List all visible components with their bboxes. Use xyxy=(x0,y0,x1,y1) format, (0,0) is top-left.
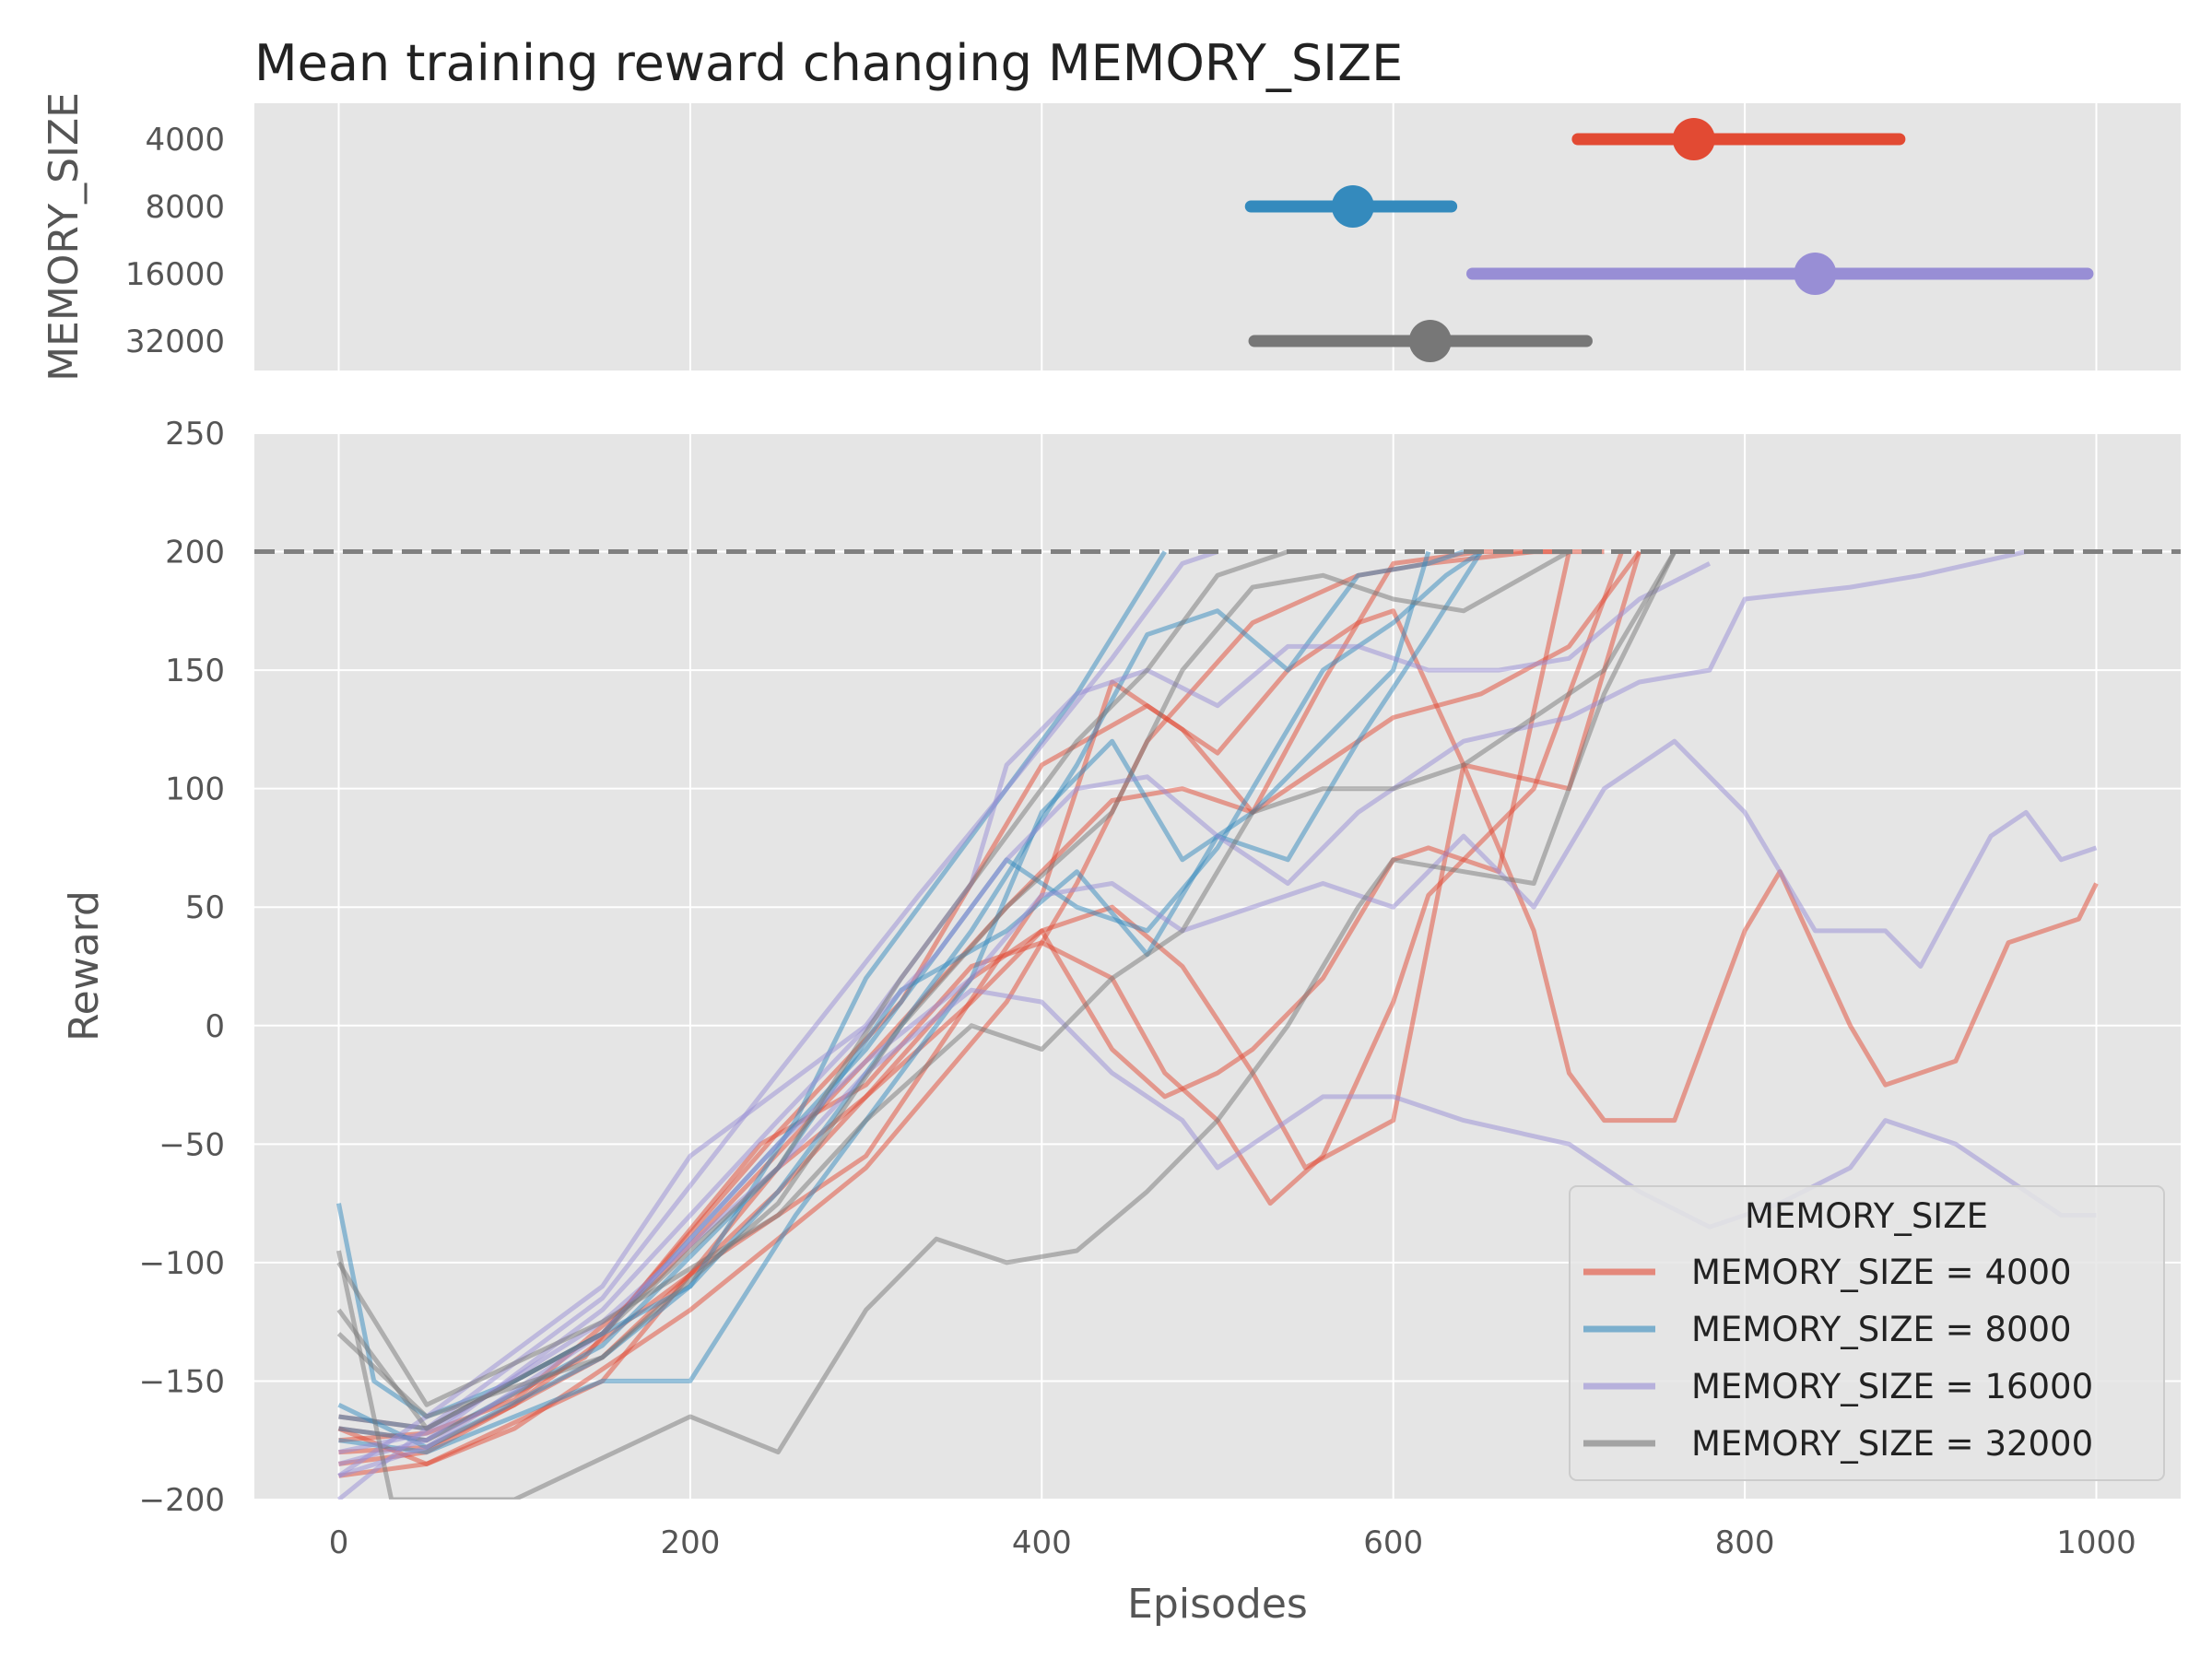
chart-title: Mean training reward changing MEMORY_SIZ… xyxy=(254,34,1403,92)
legend-label: MEMORY_SIZE = 4000 xyxy=(1691,1253,2072,1292)
y-tick-label: −150 xyxy=(139,1363,225,1400)
x-tick-labels: 0 200 400 600 800 1000 xyxy=(329,1524,2136,1561)
point-range-tick-labels: 4000 8000 16000 32000 xyxy=(125,122,225,360)
category-label: 4000 xyxy=(145,122,225,159)
category-label: 16000 xyxy=(125,256,225,293)
legend-label: MEMORY_SIZE = 8000 xyxy=(1691,1310,2072,1349)
y-tick-labels: −200 −150 −100 −50 0 50 100 150 200 250 xyxy=(139,416,225,1519)
point-range-grid xyxy=(337,103,2098,371)
run-line-6 xyxy=(338,551,1571,1466)
run-line-18 xyxy=(336,550,1677,1407)
legend-label: MEMORY_SIZE = 32000 xyxy=(1691,1424,2093,1464)
y-tick-label: −200 xyxy=(139,1482,225,1519)
run-line-17 xyxy=(336,550,1677,1500)
y-tick-label: 50 xyxy=(185,889,225,926)
mean-point xyxy=(1672,118,1715,160)
x-axis-label: Episodes xyxy=(1127,1581,1308,1628)
x-tick-label: 1000 xyxy=(2056,1524,2136,1561)
y-tick-label: 250 xyxy=(165,416,225,453)
x-tick-label: 0 xyxy=(329,1524,349,1561)
run-line-11 xyxy=(338,550,1431,1455)
legend-label: MEMORY_SIZE = 16000 xyxy=(1691,1367,2093,1406)
y-tick-label: 200 xyxy=(165,535,225,571)
legend-box xyxy=(1569,1185,2165,1481)
y-axis-label: Reward xyxy=(61,890,108,1041)
y-tick-label: 100 xyxy=(165,771,225,808)
y-tick-label: 0 xyxy=(205,1008,225,1045)
y-tick-label: 150 xyxy=(165,653,225,689)
mean-point xyxy=(1408,320,1452,362)
legend-items: MEMORY_SIZE = 4000 MEMORY_SIZE = 8000 MEMO… xyxy=(1583,1253,2093,1464)
point-range-ylabel: MEMORY_SIZE xyxy=(41,92,88,382)
run-line-20 xyxy=(336,549,1571,1419)
x-tick-label: 400 xyxy=(1012,1524,1072,1561)
x-tick-label: 600 xyxy=(1363,1524,1423,1561)
legend-title: MEMORY_SIZE xyxy=(1745,1196,1988,1236)
mean-point xyxy=(1794,253,1837,295)
legend: MEMORY_SIZE MEMORY_SIZE = 4000MEMORY_SIZ… xyxy=(1569,1185,2165,1481)
point-range-marks xyxy=(1244,118,2094,362)
x-tick-label: 200 xyxy=(660,1524,720,1561)
y-tick-label: −50 xyxy=(159,1126,225,1163)
category-label: 32000 xyxy=(125,324,225,360)
run-line-16 xyxy=(337,738,2098,1478)
line-plot-runs xyxy=(336,549,2099,1500)
y-tick-label: −100 xyxy=(139,1245,225,1282)
category-label: 8000 xyxy=(145,189,225,226)
point-range-panel xyxy=(254,103,2181,371)
run-line-14 xyxy=(337,549,2027,1466)
run-line-19 xyxy=(336,549,1289,1431)
mean-point xyxy=(1331,185,1374,228)
x-tick-label: 800 xyxy=(1715,1524,1775,1561)
run-line-10 xyxy=(338,550,1484,1443)
run-line-15 xyxy=(337,987,2097,1455)
run-line-13 xyxy=(336,549,1218,1500)
